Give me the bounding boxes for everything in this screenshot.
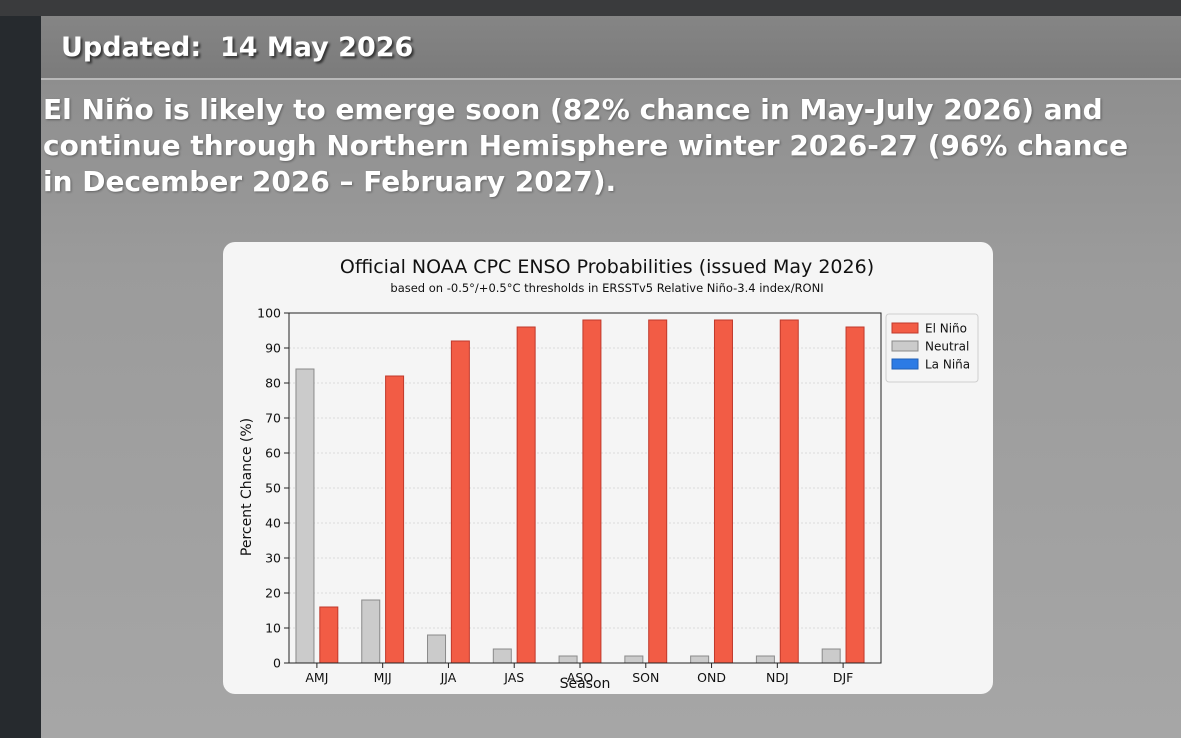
bar-neutral-jja: [427, 634, 447, 664]
bar-neutral-amj: [295, 368, 315, 664]
y-tick-label: 40: [265, 516, 281, 531]
plot-frame: [288, 312, 882, 664]
bar-neutral-son: [624, 655, 644, 664]
y-tick-label: 30: [265, 551, 281, 566]
bar-el-nino-son: [648, 319, 668, 664]
bar-el-nino-ndj: [779, 319, 799, 664]
header-band: Updated: 14 May 2026: [41, 16, 1181, 78]
window-top-bar: [0, 0, 1181, 16]
x-axis-label: Season: [560, 676, 611, 692]
x-tick-label: JJA: [440, 670, 457, 685]
x-tick-label: MJJ: [374, 670, 392, 685]
bar-neutral-djf: [821, 648, 841, 664]
y-tick-label: 70: [265, 411, 281, 426]
x-tick-label: AMJ: [305, 670, 328, 685]
x-tick-label: JAS: [503, 670, 524, 685]
x-tick-label: NDJ: [766, 670, 789, 685]
x-tick-label: SON: [632, 670, 659, 685]
left-sidebar-strip: [0, 16, 41, 738]
bar-neutral-jas: [492, 648, 512, 664]
bar-el-nino-ond: [713, 319, 733, 664]
legend-swatch: [891, 322, 919, 334]
legend-label: El Niño: [925, 322, 967, 336]
bar-el-nino-djf: [845, 326, 865, 664]
y-tick-label: 100: [257, 306, 281, 321]
bar-neutral-ond: [690, 655, 710, 664]
legend-swatch: [891, 358, 919, 370]
chart-card: Official NOAA CPC ENSO Probabilities (is…: [223, 242, 993, 694]
slide: Updated: 14 May 2026 El Niño is likely t…: [41, 16, 1181, 738]
chart-subtitle: based on -0.5°/+0.5°C thresholds in ERSS…: [390, 281, 823, 295]
bar-neutral-aso: [558, 655, 578, 664]
header-divider: [41, 78, 1181, 80]
headline-text: El Niño is likely to emerge soon (82% ch…: [43, 93, 1129, 198]
y-tick-label: 50: [265, 481, 281, 496]
legend-label: Neutral: [925, 340, 969, 354]
y-tick-label: 20: [265, 586, 281, 601]
legend-swatch: [891, 340, 919, 352]
y-tick-label: 90: [265, 341, 281, 356]
y-tick-label: 0: [273, 656, 281, 671]
x-tick-label: ASO: [567, 670, 593, 685]
bar-el-nino-jja: [450, 340, 470, 664]
legend-label: La Niña: [925, 358, 970, 372]
y-tick-label: 80: [265, 376, 281, 391]
bar-neutral-mjj: [361, 599, 381, 664]
bar-el-nino-amj: [319, 606, 339, 664]
y-tick-label: 10: [265, 621, 281, 636]
x-tick-label: DJF: [833, 670, 854, 685]
bar-el-nino-aso: [582, 319, 602, 664]
chart-title: Official NOAA CPC ENSO Probabilities (is…: [340, 256, 874, 278]
y-tick-label: 60: [265, 446, 281, 461]
enso-probability-chart: Official NOAA CPC ENSO Probabilities (is…: [239, 256, 979, 692]
bar-el-nino-mjj: [385, 375, 405, 664]
y-axis-label: Percent Chance (%): [239, 418, 255, 556]
bar-el-nino-jas: [516, 326, 536, 664]
x-tick-label: OND: [697, 670, 726, 685]
bar-neutral-ndj: [755, 655, 775, 664]
updated-date: Updated: 14 May 2026: [61, 32, 414, 63]
